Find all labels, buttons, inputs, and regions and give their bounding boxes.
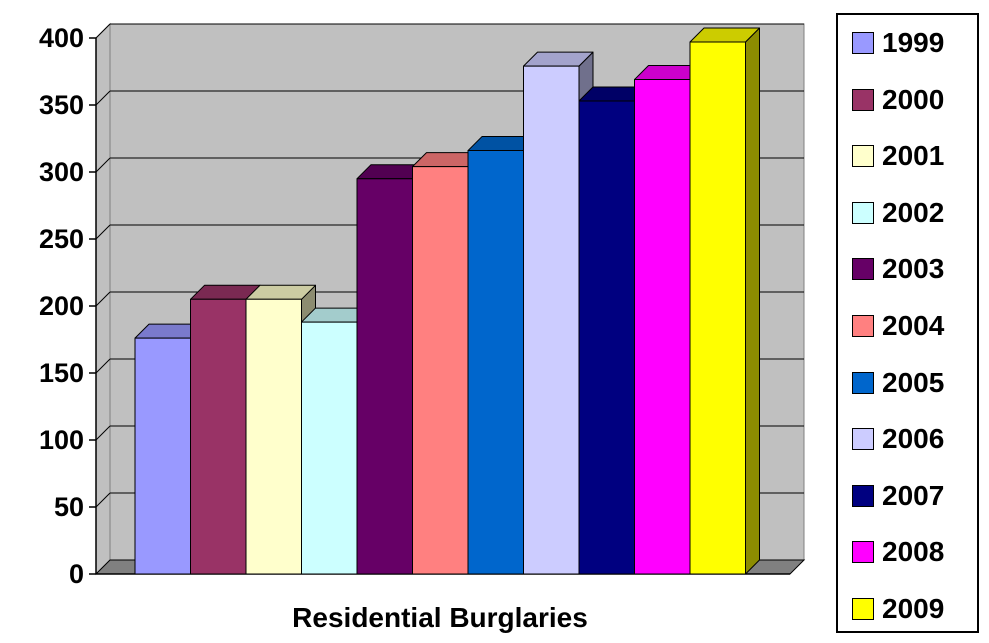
legend-swatch xyxy=(852,145,874,167)
legend-swatch xyxy=(852,372,874,394)
legend-swatch xyxy=(852,258,874,280)
legend-swatch xyxy=(852,32,874,54)
legend-label: 2000 xyxy=(882,84,944,116)
legend-label: 1999 xyxy=(882,27,944,59)
y-tick-label: 350 xyxy=(39,90,84,120)
bar-front xyxy=(413,167,469,574)
legend-item: 2004 xyxy=(852,308,944,344)
legend-label: 2002 xyxy=(882,197,944,229)
legend-item: 2009 xyxy=(852,591,944,627)
bar-front xyxy=(135,338,191,574)
y-tick-label: 0 xyxy=(69,559,84,589)
bar-2009 xyxy=(690,28,760,574)
legend-item: 2000 xyxy=(852,82,944,118)
y-tick-labels: 0 50 100 150 200 250 300 350 400 xyxy=(39,23,96,589)
legend-label: 2006 xyxy=(882,423,944,455)
legend-swatch xyxy=(852,598,874,620)
legend-swatch xyxy=(852,89,874,111)
legend-label: 2009 xyxy=(882,593,944,625)
legend-swatch xyxy=(852,541,874,563)
legend-item: 2002 xyxy=(852,195,944,231)
bar-side xyxy=(746,28,760,574)
bar-front xyxy=(690,42,746,574)
legend-label: 2004 xyxy=(882,310,944,342)
y-tick-label: 300 xyxy=(39,157,84,187)
bar-front xyxy=(246,299,302,574)
legend-item: 1999 xyxy=(852,25,944,61)
legend-swatch xyxy=(852,428,874,450)
legend-label: 2008 xyxy=(882,536,944,568)
legend-item: 2006 xyxy=(852,421,944,457)
legend-label: 2001 xyxy=(882,140,944,172)
legend-swatch xyxy=(852,202,874,224)
y-tick-label: 50 xyxy=(54,492,84,522)
y-tick-label: 150 xyxy=(39,358,84,388)
y-tick-label: 400 xyxy=(39,23,84,53)
legend-item: 2001 xyxy=(852,138,944,174)
bar-front xyxy=(579,101,635,574)
y-tick-label: 250 xyxy=(39,224,84,254)
legend-item: 2008 xyxy=(852,534,944,570)
legend-swatch xyxy=(852,315,874,337)
y-tick-label: 200 xyxy=(39,291,84,321)
legend-item: 2005 xyxy=(852,365,944,401)
bar-front xyxy=(357,179,413,574)
bar-front xyxy=(302,322,358,574)
bar-front xyxy=(191,299,247,574)
y-tick-label: 100 xyxy=(39,425,84,455)
legend-label: 2003 xyxy=(882,253,944,285)
bar-front xyxy=(468,151,524,574)
legend-item: 2007 xyxy=(852,478,944,514)
x-axis-label: Residential Burglaries xyxy=(292,602,588,633)
bar-front xyxy=(635,80,691,574)
legend-swatch xyxy=(852,485,874,507)
legend-label: 2005 xyxy=(882,367,944,399)
legend-label: 2007 xyxy=(882,480,944,512)
bar-front xyxy=(524,66,580,574)
legend-item: 2003 xyxy=(852,251,944,287)
legend: 1999 2000 2001 2002 2003 2004 2005 2006 2007 2008… xyxy=(836,13,979,633)
